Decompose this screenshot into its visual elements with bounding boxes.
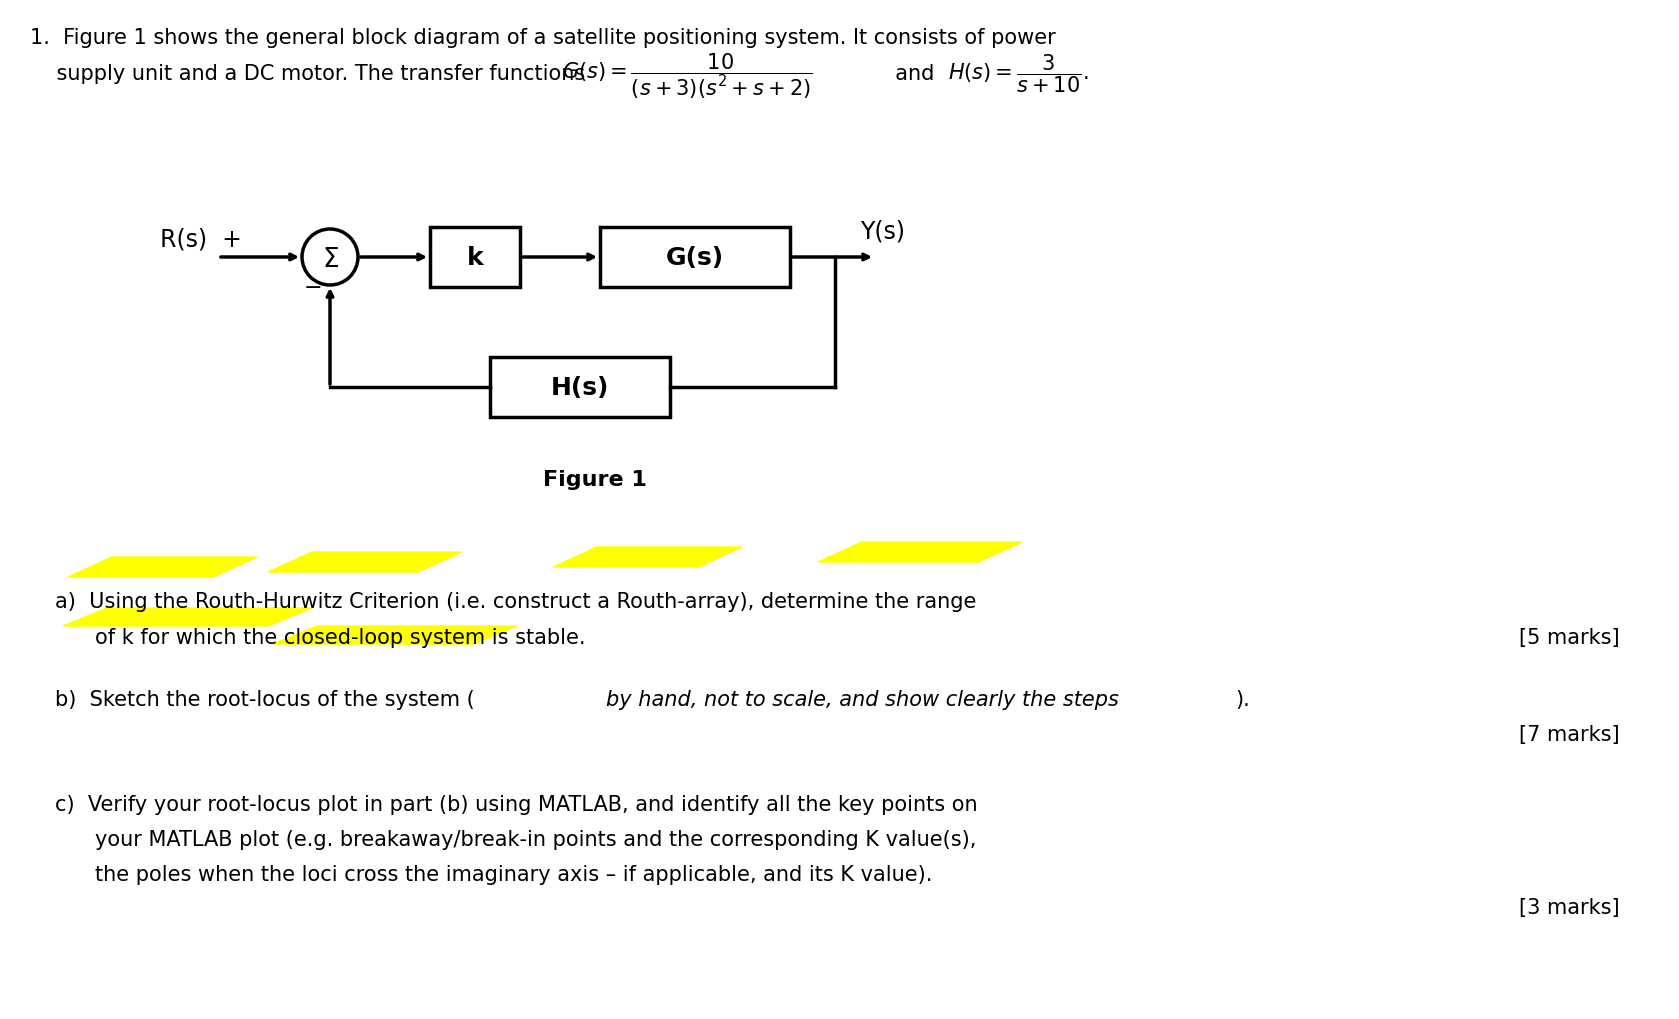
Text: R(s)  +: R(s) + <box>160 228 242 252</box>
Polygon shape <box>274 627 517 644</box>
Text: $H(s) = \dfrac{3}{s+10}$.: $H(s) = \dfrac{3}{s+10}$. <box>949 52 1088 95</box>
Text: $G(s) = \dfrac{10}{(s+3)(s^2+s+2)}$: $G(s) = \dfrac{10}{(s+3)(s^2+s+2)}$ <box>562 52 813 101</box>
Text: by hand, not to scale, and show clearly the steps: by hand, not to scale, and show clearly … <box>606 689 1118 709</box>
Bar <box>490 358 670 418</box>
Text: Figure 1: Figure 1 <box>542 470 646 489</box>
Text: k: k <box>467 246 484 270</box>
Bar <box>599 228 791 287</box>
Text: and: and <box>881 64 947 84</box>
Polygon shape <box>269 552 462 573</box>
Bar <box>430 228 520 287</box>
Text: of k for which the closed-loop system is stable.: of k for which the closed-loop system is… <box>96 628 586 647</box>
Polygon shape <box>552 547 742 568</box>
Text: the poles when the loci cross the imaginary axis – if applicable, and its K valu: the poles when the loci cross the imagin… <box>96 864 932 884</box>
Text: c)  Verify your root-locus plot in part (b) using MATLAB, and identify all the k: c) Verify your root-locus plot in part (… <box>55 794 977 814</box>
Text: $\Sigma$: $\Sigma$ <box>321 247 339 273</box>
Text: 1.  Figure 1 shows the general block diagram of a satellite positioning system. : 1. Figure 1 shows the general block diag… <box>30 28 1056 48</box>
Text: a)  Using the Routh-Hurwitz Criterion (i.e. construct a Routh-array), determine : a) Using the Routh-Hurwitz Criterion (i.… <box>55 591 977 611</box>
Polygon shape <box>69 557 257 578</box>
Text: [7 marks]: [7 marks] <box>1519 725 1620 744</box>
Text: Y(s): Y(s) <box>860 220 905 244</box>
Polygon shape <box>818 542 1023 562</box>
Text: ).: ). <box>1236 689 1249 709</box>
Polygon shape <box>64 608 312 627</box>
Text: [3 marks]: [3 marks] <box>1519 897 1620 917</box>
Text: [5 marks]: [5 marks] <box>1519 628 1620 647</box>
Text: supply unit and a DC motor. The transfer functions: supply unit and a DC motor. The transfer… <box>30 64 598 84</box>
Text: your MATLAB plot (e.g. breakaway/break-in points and the corresponding K value(s: your MATLAB plot (e.g. breakaway/break-i… <box>96 829 977 849</box>
Text: G(s): G(s) <box>667 246 724 270</box>
Text: b)  Sketch the root-locus of the system (: b) Sketch the root-locus of the system ( <box>55 689 475 709</box>
Text: −: − <box>304 278 322 298</box>
Text: H(s): H(s) <box>551 376 609 399</box>
